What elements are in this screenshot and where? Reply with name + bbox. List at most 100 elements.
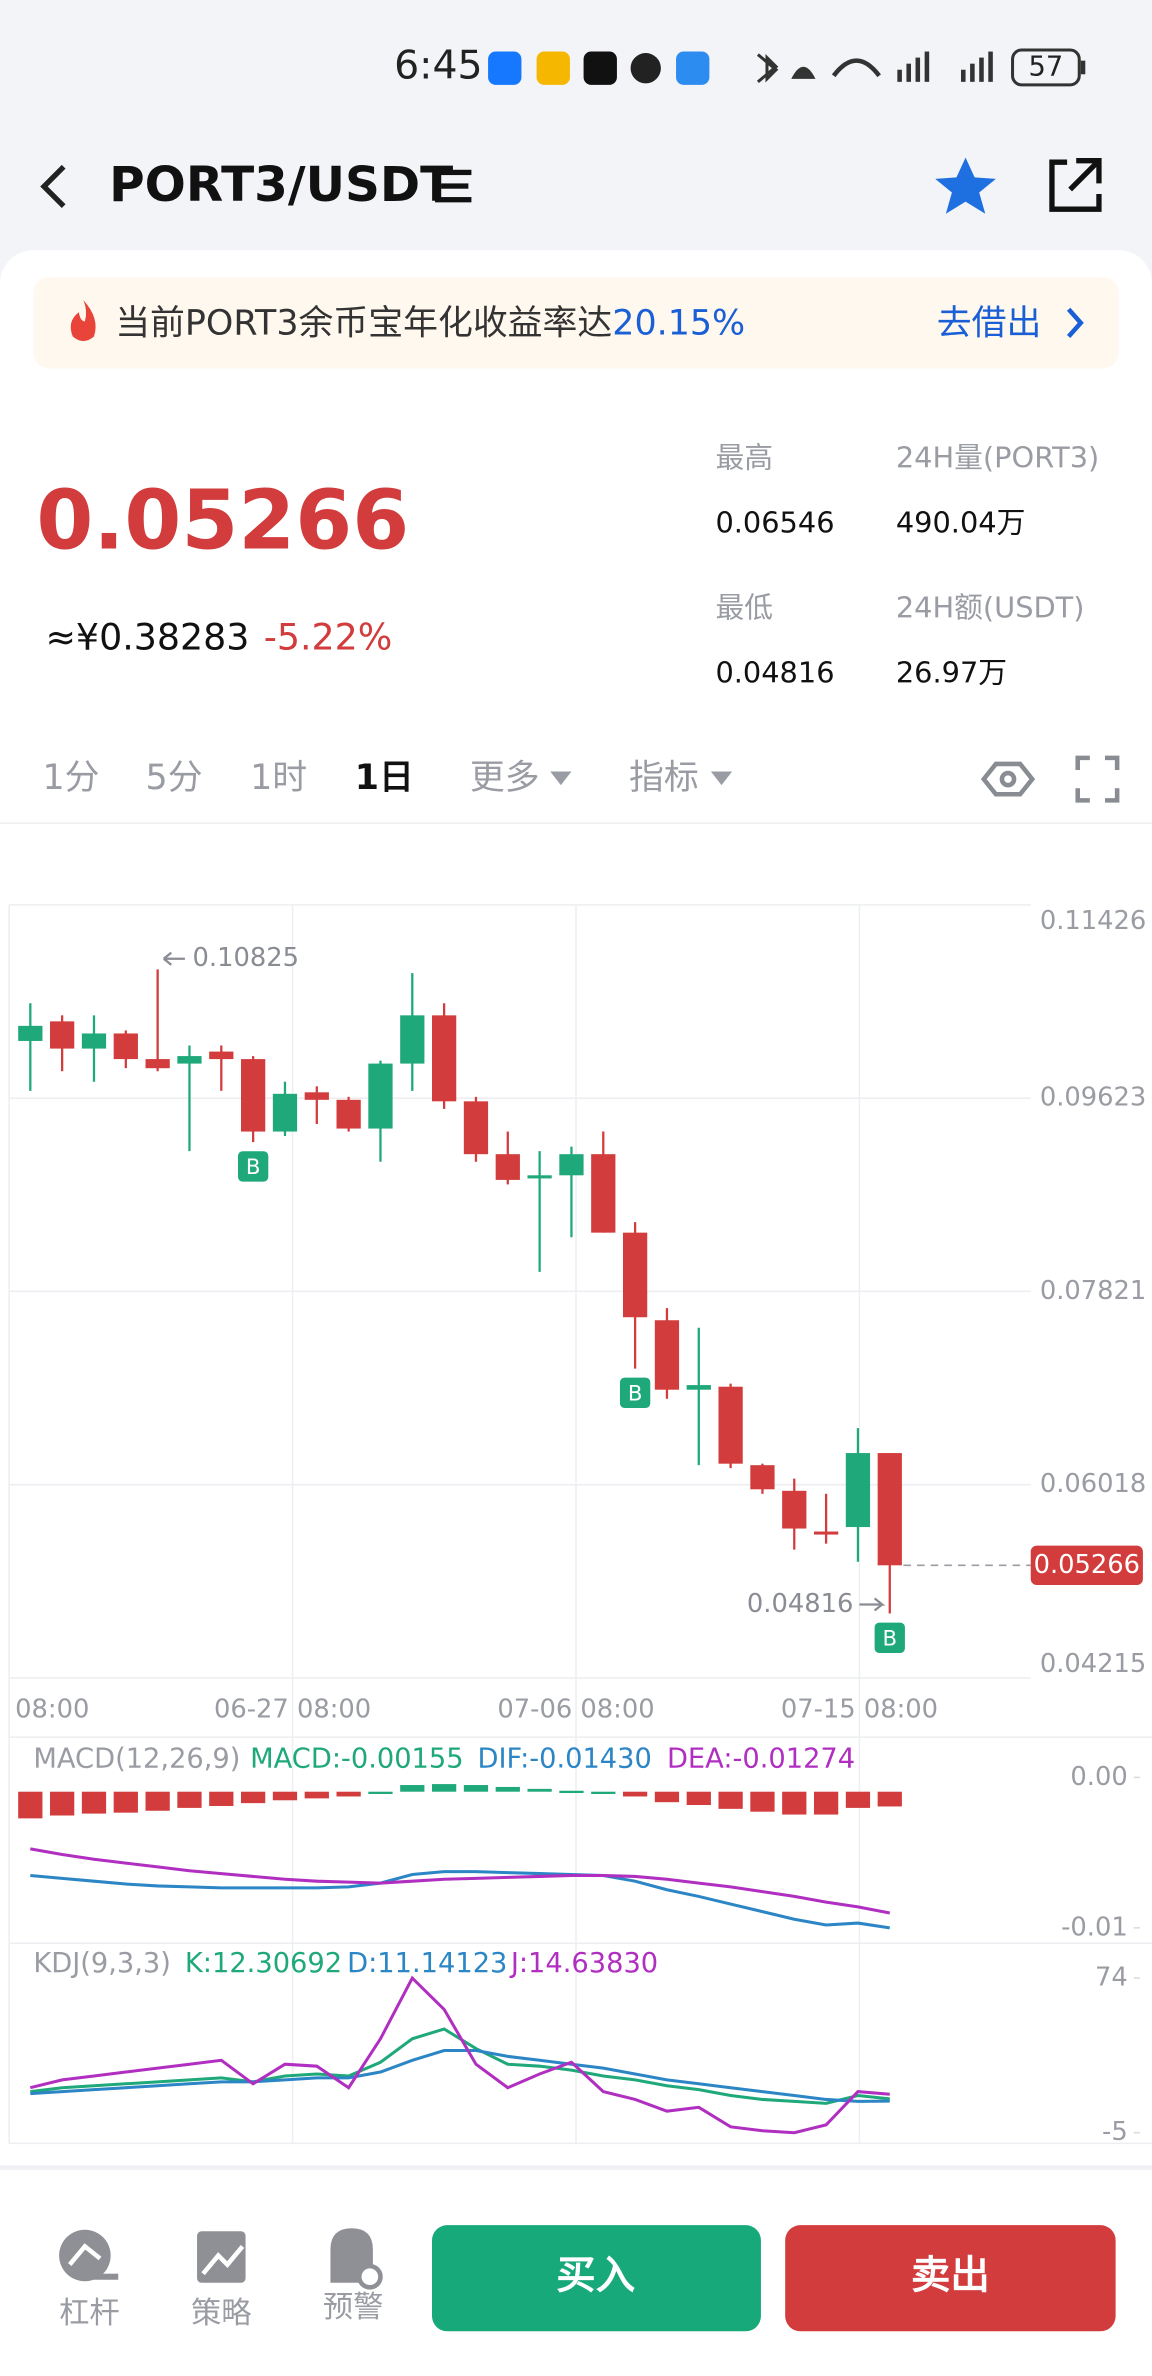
banner[interactable]: [33, 277, 1119, 369]
fullscreen-button[interactable]: [1075, 755, 1120, 803]
buy-signal-label: B: [246, 1155, 261, 1180]
status-time: 6:45: [394, 43, 483, 89]
interval-tab[interactable]: 1时: [250, 758, 307, 798]
high-annotation: 0.10825: [193, 943, 299, 973]
macd-bar: [18, 1791, 43, 1819]
y-tick-label: 0.00: [1070, 1762, 1127, 1792]
status-icons: [488, 48, 1086, 87]
candle-body: [336, 1099, 361, 1129]
buy-signal-label: B: [628, 1381, 643, 1406]
buy-signal: [874, 1622, 905, 1653]
y-tick-label: 0.06018: [1040, 1469, 1146, 1499]
share-button[interactable]: [1049, 158, 1102, 212]
y-tick-label: -0.01: [1061, 1912, 1128, 1942]
settings-dot: [999, 770, 1017, 788]
flame-icon: [70, 300, 96, 342]
interval-tab[interactable]: 1日: [355, 758, 414, 798]
legend-entry: J:14.63830: [509, 1948, 658, 1979]
macd-bar: [495, 1786, 520, 1792]
macd-bar: [241, 1791, 266, 1804]
candle-body: [177, 1056, 202, 1064]
interval-tabs: 1分 5分 1时 1日: [42, 758, 413, 798]
candle-body: [750, 1465, 775, 1490]
candle-body: [400, 1015, 425, 1064]
last-price-tag: [1030, 1545, 1143, 1586]
nav-label[interactable]: 预警: [323, 2290, 384, 2325]
stat-label: 最高: [715, 440, 773, 474]
legend-entry: D:11.14123: [347, 1948, 507, 1979]
candle-body: [463, 1101, 489, 1155]
macd-bar: [622, 1791, 648, 1797]
macd-bar: [81, 1791, 107, 1814]
nav-label[interactable]: 杠杆: [59, 2296, 120, 2331]
indicator-menu[interactable]: 指标: [629, 758, 699, 798]
nav-label[interactable]: 策略: [191, 2296, 252, 2331]
candle-body: [368, 1063, 393, 1129]
dropdown-arrow: [710, 771, 733, 786]
candle-body: [113, 1033, 138, 1060]
candle-body: [272, 1093, 298, 1132]
macd-bar: [400, 1785, 425, 1792]
candle-body: [877, 1453, 902, 1566]
macd-bar: [336, 1791, 361, 1797]
candle-body: [241, 1059, 266, 1132]
macd-bar: [304, 1791, 329, 1799]
high-arrow: [162, 951, 185, 966]
strategy-icon[interactable]: [197, 2231, 246, 2283]
buy-button[interactable]: [432, 2225, 761, 2332]
y-tick-label: 74: [1095, 1963, 1128, 1993]
chart-frame: [8, 904, 1152, 2145]
sell-label: 卖出: [911, 2253, 990, 2299]
candle-body: [432, 1015, 457, 1102]
candle-body: [304, 1092, 329, 1100]
buy-signal-label: B: [882, 1626, 897, 1651]
candle-body: [495, 1154, 520, 1180]
candle-body: [718, 1386, 743, 1464]
macd-bar: [145, 1791, 170, 1811]
stat-label: 最低: [715, 590, 773, 624]
banner-action[interactable]: 去借出: [937, 303, 1042, 343]
macd-bar: [845, 1791, 871, 1808]
y-tick-label: 0.04215: [1040, 1649, 1146, 1679]
buy-label: 买入: [556, 2253, 635, 2299]
dropdown-arrow: [550, 771, 572, 786]
alert-icon[interactable]: [330, 2228, 383, 2290]
back-button[interactable]: [40, 164, 66, 209]
price-change: -5.22%: [264, 616, 393, 659]
battery-level: 57: [1029, 52, 1064, 83]
candle-body: [813, 1531, 839, 1535]
candle-body: [622, 1232, 648, 1318]
stat-label: 24H额(USDT): [896, 590, 1085, 624]
banner-chevron: [1066, 307, 1084, 339]
indicator-line: [29, 1975, 890, 2135]
banner-rate: 20.15%: [612, 303, 745, 343]
more-menu[interactable]: 更多: [470, 758, 540, 798]
indicator-line: [30, 1847, 891, 1915]
leverage-icon[interactable]: [59, 2229, 119, 2282]
y-tick-label: 0.11426: [1040, 906, 1146, 936]
sell-button[interactable]: [785, 2225, 1116, 2332]
indicator-line: [30, 2048, 890, 2103]
y-tick-label: 0.07821: [1040, 1276, 1146, 1306]
macd-bar: [368, 1791, 393, 1794]
x-tick-label: 06-27 08:00: [214, 1694, 371, 1724]
macd-chart: MACD:-0.00155 DIF:-0.01430 DEA:-0.01274 0.0…: [18, 1743, 1140, 1942]
interval-tab[interactable]: 5分: [146, 758, 203, 798]
candle-body: [782, 1490, 807, 1529]
candle-body: [209, 1051, 234, 1060]
interval-tab[interactable]: 1分: [42, 758, 99, 798]
banner-text: 当前PORT3余币宝年化收益率达20.15%: [115, 303, 745, 343]
settings-button[interactable]: [980, 761, 1036, 797]
stat-value: 0.06546: [715, 505, 834, 539]
x-tick-label: 07-06 08:00: [497, 1694, 654, 1724]
buy-signal: [237, 1151, 269, 1182]
pair-menu-icon[interactable]: [435, 169, 472, 203]
macd-bar: [591, 1791, 616, 1794]
macd-bar: [877, 1791, 902, 1807]
macd-bar: [432, 1784, 457, 1792]
stat-value: 490.04万: [896, 505, 1026, 539]
macd-bar: [50, 1791, 75, 1816]
kdj-chart: K:12.30692 D:11.14123 J:14.63830 74 -5: [29, 1948, 1140, 2147]
favorite-star[interactable]: [935, 157, 996, 214]
